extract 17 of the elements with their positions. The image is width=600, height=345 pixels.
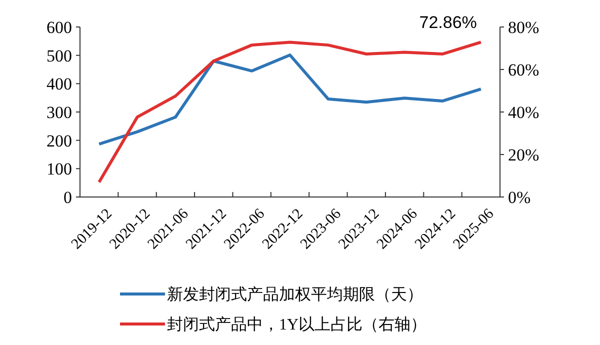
y2-tick-label: 20% xyxy=(508,145,540,164)
y2-tick-label: 60% xyxy=(508,60,540,80)
line-series xyxy=(98,40,482,184)
y-tick-label: 0 xyxy=(64,188,72,207)
data-label: 72.86% xyxy=(419,13,477,32)
y-tick-label: 300 xyxy=(46,102,72,122)
y-tick-label: 400 xyxy=(46,74,72,94)
y-tick-label: 100 xyxy=(46,160,72,179)
y-tick-label: 200 xyxy=(46,131,72,150)
y2-tick-label: 0% xyxy=(508,188,531,207)
legend-label: 新发封闭式产品加权平均期限（天） xyxy=(167,286,423,304)
y-tick-label: 600 xyxy=(46,18,72,37)
legend-label: 封闭式产品中，1Y以上占比（右轴） xyxy=(167,316,427,334)
line-series xyxy=(98,54,482,146)
y-tick-label: 500 xyxy=(46,46,72,66)
y2-tick-label: 80% xyxy=(508,18,540,37)
y2-tick-label: 40% xyxy=(508,102,540,122)
